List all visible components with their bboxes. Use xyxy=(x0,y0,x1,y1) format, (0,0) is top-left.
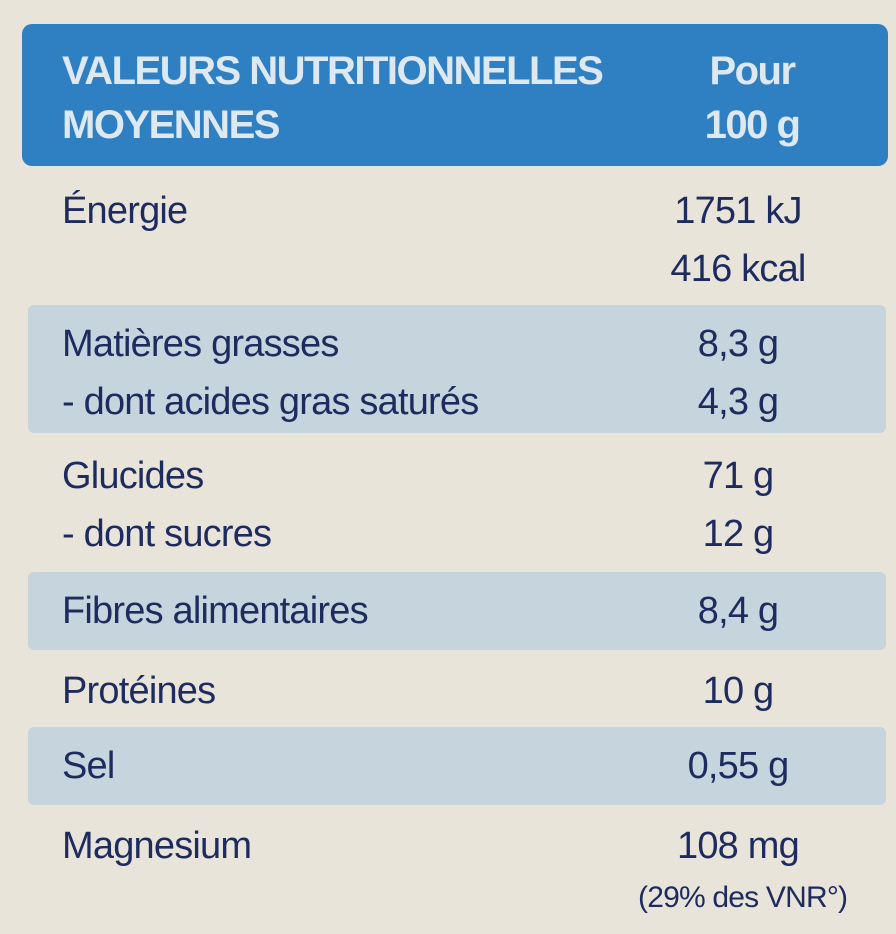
header-title: VALEURS NUTRITIONNELLES MOYENNES xyxy=(62,44,604,152)
table-header: VALEURS NUTRITIONNELLES MOYENNES Pour 10… xyxy=(22,24,888,166)
nutrient-value: 4,3 g xyxy=(697,381,779,423)
nutrient-labels: Sel xyxy=(62,737,115,795)
nutrient-label: Fibres alimentaires xyxy=(62,590,369,632)
nutrient-labels: Magnesium xyxy=(62,817,252,875)
nutrient-values: 8,3 g 4,3 g xyxy=(638,315,838,431)
nutrient-value: (29% des VNR°) xyxy=(638,881,848,914)
nutrient-labels: Glucides - dont sucres xyxy=(62,447,272,563)
nutrient-values: 0,55 g xyxy=(638,737,838,795)
nutrient-values: 10 g xyxy=(638,662,838,720)
nutrient-label: Matières grasses xyxy=(62,323,339,365)
nutrient-value: 12 g xyxy=(702,513,775,555)
header-per: Pour 100 g xyxy=(682,44,822,152)
nutrient-value: 416 kcal xyxy=(670,248,806,290)
nutrient-group: Sel 0,55 g xyxy=(28,727,886,805)
header-title-line: MOYENNES xyxy=(62,103,280,147)
nutrient-values: 8,4 g xyxy=(638,582,838,640)
nutrient-group: Fibres alimentaires 8,4 g xyxy=(28,572,886,650)
nutrient-labels: Matières grasses - dont acides gras satur… xyxy=(62,315,479,431)
nutrient-label: Énergie xyxy=(62,190,188,232)
nutrient-values: 71 g 12 g xyxy=(638,447,838,563)
nutrient-label: - dont sucres xyxy=(62,513,272,555)
nutrient-group: Matières grasses - dont acides gras satur… xyxy=(28,305,886,433)
header-title-line: VALEURS NUTRITIONNELLES xyxy=(62,49,604,93)
header-per-line: 100 g xyxy=(704,103,801,147)
nutrient-value: 0,55 g xyxy=(687,745,790,787)
nutrient-group: Énergie 1751 kJ 416 kcal xyxy=(28,172,886,302)
nutrient-group: Glucides - dont sucres 71 g 12 g xyxy=(28,437,886,569)
nutrient-labels: Protéines xyxy=(62,662,216,720)
nutrient-labels: Fibres alimentaires xyxy=(62,582,369,640)
nutrient-values: 1751 kJ 416 kcal xyxy=(638,182,838,298)
nutrient-value: 8,4 g xyxy=(697,590,779,632)
nutrient-value: 8,3 g xyxy=(697,323,779,365)
nutrient-label: Protéines xyxy=(62,670,216,712)
nutrient-group: Magnesium 108 mg (29% des VNR°) xyxy=(28,807,886,934)
nutrient-value: 108 mg xyxy=(677,825,800,867)
nutrient-value: 10 g xyxy=(702,670,775,712)
nutrient-labels: Énergie xyxy=(62,182,188,240)
nutrient-label: Magnesium xyxy=(62,825,252,867)
nutrient-label: - dont acides gras saturés xyxy=(62,381,479,423)
nutrient-group: Protéines 10 g xyxy=(28,652,886,724)
nutrient-label: Glucides xyxy=(62,455,204,497)
nutrient-values: 108 mg (29% des VNR°) xyxy=(638,817,848,921)
nutrient-value: 71 g xyxy=(702,455,775,497)
nutrient-value: 1751 kJ xyxy=(674,190,802,232)
header-per-line: Pour xyxy=(709,49,796,93)
nutrient-label: Sel xyxy=(62,745,115,787)
